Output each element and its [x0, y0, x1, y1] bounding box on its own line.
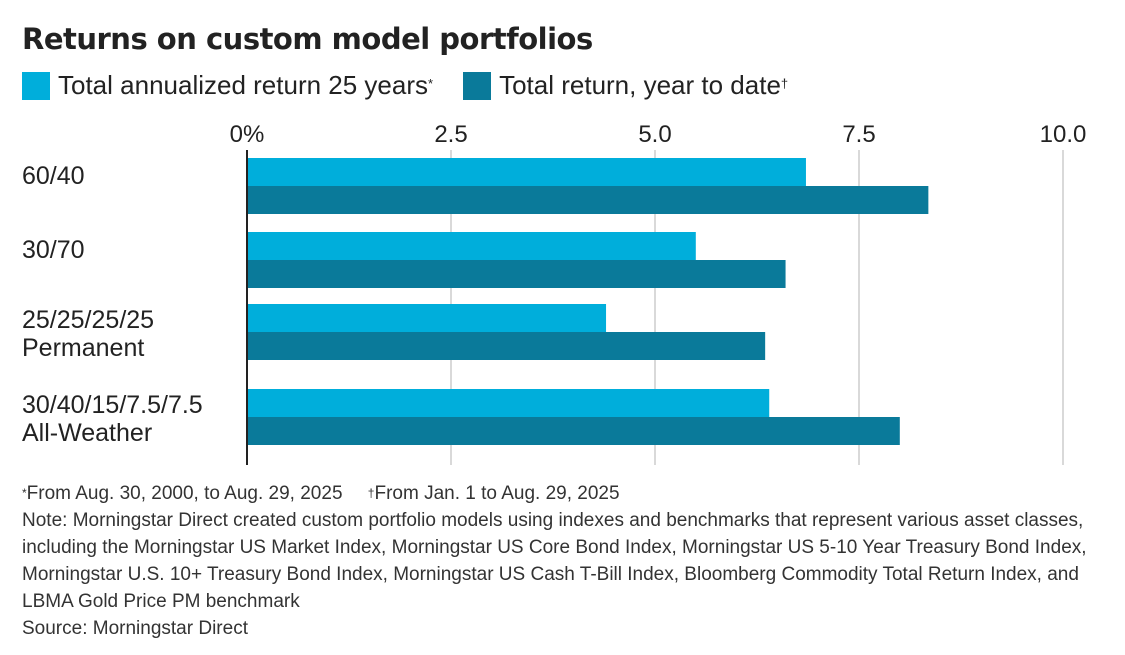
bar-ytd [247, 260, 786, 288]
note-text: Note: Morningstar Direct created custom … [22, 510, 1087, 612]
legend-label-annualized: Total annualized return 25 years [58, 70, 429, 100]
bar-annualized [247, 304, 607, 332]
category-label: 30/40/15/7.5/7.5 [22, 391, 203, 419]
footnote-1-mark: * [22, 486, 27, 500]
footnote-1-text: From Aug. 30, 2000, to Aug. 29, 2025 [26, 483, 343, 504]
source-text: Source: Morningstar Direct [22, 618, 248, 639]
bar-ytd [247, 186, 929, 214]
legend-swatch-ytd [463, 71, 492, 100]
category-label: 25/25/25/25 [22, 306, 154, 334]
chart-title: Returns on custom model portfolios [22, 22, 593, 56]
tick-label: 0% [230, 121, 265, 148]
footnote-1: *From Aug. 30, 2000, to Aug. 29, 2025 [22, 483, 343, 504]
footnotes: *From Aug. 30, 2000, to Aug. 29, 2025 †F… [22, 480, 1112, 507]
bar-annualized [247, 158, 806, 186]
legend-label-ytd: Total return, year to date [499, 70, 781, 100]
bar-annualized [247, 232, 696, 260]
tick-label: 5.0 [638, 121, 671, 148]
legend: Total annualized return 25 years * Total … [22, 70, 818, 101]
category-label: 30/70 [22, 236, 85, 264]
footnote-2: †From Jan. 1 to Aug. 29, 2025 [368, 483, 620, 504]
legend-marker-annualized: * [428, 76, 434, 91]
notes-block: *From Aug. 30, 2000, to Aug. 29, 2025 †F… [22, 480, 1112, 642]
category-label: Permanent [22, 334, 144, 362]
bar-ytd [247, 417, 900, 445]
category-label: 60/40 [22, 162, 85, 190]
category-label: All-Weather [22, 419, 152, 447]
footnote-2-text: From Jan. 1 to Aug. 29, 2025 [374, 483, 620, 504]
tick-label: 10.0 [1040, 121, 1087, 148]
bar-ytd [247, 332, 766, 360]
legend-swatch-annualized [22, 71, 50, 100]
tick-label: 7.5 [842, 121, 875, 148]
bar-chart: 0% 2.5 5.0 7.5 10.0 60/40 30/70 25/25/25/25Per… [22, 121, 1087, 465]
bar-annualized [247, 389, 770, 417]
legend-item-annualized: Total annualized return 25 years * [22, 70, 433, 101]
legend-item-ytd: Total return, year to date † [463, 70, 788, 101]
tick-label: 2.5 [434, 121, 467, 148]
legend-marker-ytd: † [780, 76, 789, 91]
footnote-2-mark: † [367, 486, 375, 500]
tick-labels: 0% 2.5 5.0 7.5 10.0 [230, 121, 1087, 148]
bars [247, 158, 929, 445]
